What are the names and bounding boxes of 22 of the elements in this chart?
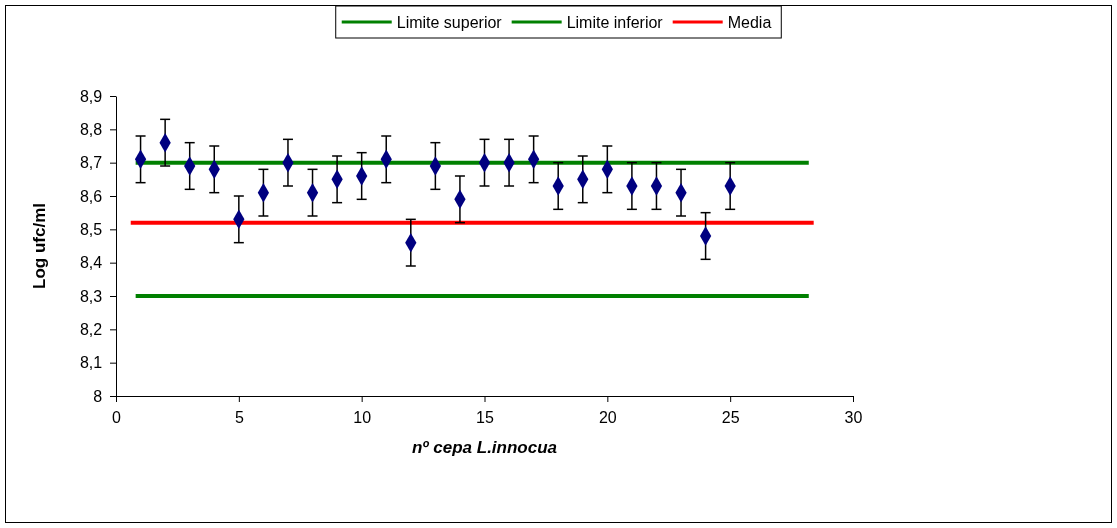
x-tick-label: 30 xyxy=(844,408,863,426)
legend-label: Media xyxy=(727,14,772,31)
y-tick-label: 8,5 xyxy=(79,220,103,238)
y-tick-label: 8,8 xyxy=(79,120,103,138)
y-tick-label: 8,1 xyxy=(79,354,103,372)
y-tick-label: 8,4 xyxy=(79,254,103,272)
y-tick-label: 8 xyxy=(93,387,103,405)
x-tick-label: 5 xyxy=(234,408,244,426)
y-tick-label: 8,7 xyxy=(79,154,103,172)
legend-label: Limite superior xyxy=(396,14,503,31)
x-tick-label: 20 xyxy=(598,408,617,426)
x-tick-label: 10 xyxy=(353,408,372,426)
y-tick-label: 8,3 xyxy=(79,287,103,305)
y-tick-label: 8,2 xyxy=(79,320,103,338)
y-tick-label: 8,6 xyxy=(79,187,103,205)
y-axis-title: Log ufc/ml xyxy=(30,203,49,289)
y-tick-label: 8,9 xyxy=(79,87,103,105)
x-tick-label: 25 xyxy=(721,408,740,426)
x-tick-label: 0 xyxy=(112,408,122,426)
legend-label: Limite inferior xyxy=(566,14,664,31)
x-axis-title: nº cepa L.innocua xyxy=(411,438,558,457)
x-tick-label: 15 xyxy=(476,408,494,426)
